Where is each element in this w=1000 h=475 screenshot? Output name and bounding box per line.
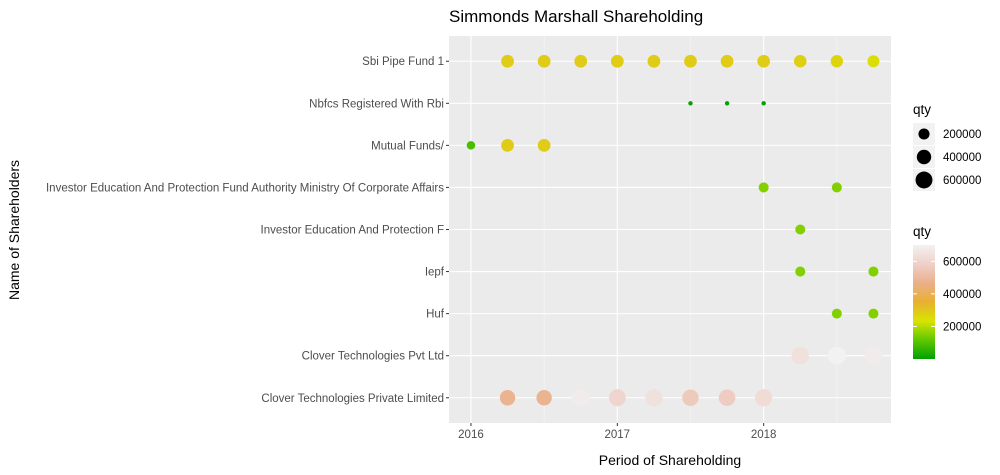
data-point <box>645 389 663 407</box>
color-legend: qty 200000 400000 600000 <box>913 224 981 359</box>
data-point <box>499 390 516 406</box>
x-tick-label: 2018 <box>751 429 777 441</box>
color-legend-title: qty <box>913 224 931 239</box>
size-legend-label: 600000 <box>943 175 981 187</box>
y-tick-label: Investor Education And Protection Fund A… <box>46 182 444 194</box>
data-point <box>647 54 661 68</box>
data-point <box>720 54 734 68</box>
y-tick-label: Sbi Pipe Fund 1 <box>362 56 444 68</box>
size-legend-label: 400000 <box>943 152 981 164</box>
y-tick-label: Investor Education And Protection F <box>261 225 444 237</box>
data-point <box>867 55 880 68</box>
data-point <box>688 101 693 106</box>
data-point <box>718 389 736 407</box>
y-tick-label: Mutual Funds/ <box>371 140 445 152</box>
data-point <box>501 139 514 152</box>
data-points <box>466 54 883 407</box>
data-point <box>830 55 844 68</box>
data-point <box>831 182 842 193</box>
y-tick-label: Clover Technologies Private Limited <box>261 393 444 405</box>
grid-lines <box>449 36 891 423</box>
data-point <box>466 141 476 150</box>
data-point <box>864 346 883 365</box>
data-point <box>724 101 730 106</box>
data-point <box>755 389 773 407</box>
size-legend-label: 200000 <box>943 129 981 141</box>
data-point <box>610 54 624 68</box>
data-point <box>684 54 697 68</box>
chart-title: Simmonds Marshall Shareholding <box>449 7 703 26</box>
color-legend-bar <box>913 245 935 359</box>
data-point <box>608 389 626 407</box>
color-legend-label: 600000 <box>943 256 981 268</box>
data-point <box>868 266 879 277</box>
data-point <box>757 54 770 68</box>
x-tick-label: 2016 <box>458 429 484 441</box>
data-point <box>682 389 699 406</box>
data-point <box>827 346 846 365</box>
data-point <box>795 266 806 277</box>
y-tick-label: Huf <box>426 309 445 321</box>
data-point <box>761 101 766 106</box>
size-legend-dot <box>915 171 933 189</box>
size-legend-title: qty <box>913 102 931 117</box>
color-legend-label: 200000 <box>943 321 981 333</box>
x-tick-label: 2017 <box>605 429 631 441</box>
data-point <box>537 54 551 68</box>
data-point <box>795 224 806 235</box>
data-point <box>501 54 514 68</box>
size-legend-dot <box>916 149 932 165</box>
data-point <box>868 308 879 319</box>
x-axis-title: Period of Shareholding <box>599 452 741 468</box>
size-legend-dot <box>918 128 930 140</box>
y-tick-label: Iepf <box>425 267 445 279</box>
data-point <box>793 54 807 68</box>
data-point <box>537 139 551 152</box>
x-axis-ticks: 2016 2017 2018 <box>458 423 776 441</box>
data-point <box>831 308 842 319</box>
size-legend: qty 200000 400000 600000 <box>913 102 981 191</box>
y-axis-title: Name of Shareholders <box>6 160 22 300</box>
data-point <box>536 390 552 406</box>
data-point <box>758 182 769 193</box>
color-legend-label: 400000 <box>943 289 981 301</box>
y-axis-ticks: Clover Technologies Private Limited Clove… <box>46 56 449 405</box>
y-tick-label: Clover Technologies Pvt Ltd <box>302 351 444 363</box>
data-point <box>574 54 588 68</box>
data-point <box>791 347 809 365</box>
y-tick-label: Nbfcs Registered With Rbi <box>309 98 444 110</box>
data-point <box>571 388 590 407</box>
